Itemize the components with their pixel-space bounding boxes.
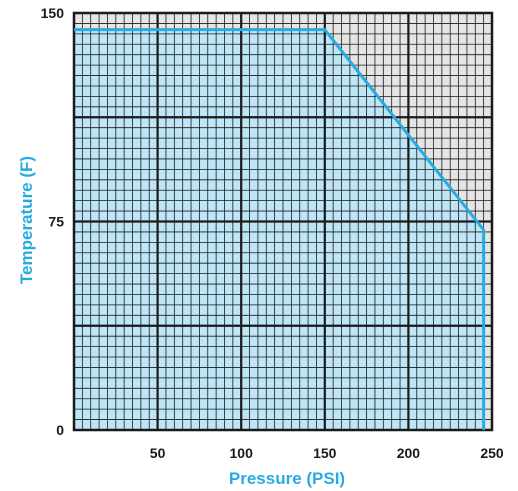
y-tick-label: 75	[48, 214, 64, 230]
y-axis-title: Temperature (F)	[17, 156, 36, 284]
x-tick-label: 150	[313, 445, 337, 461]
operating-limit-line	[74, 28, 486, 430]
x-tick-labels: 50 100 150 200 250	[150, 445, 504, 461]
x-tick-label: 50	[150, 445, 166, 461]
y-tick-labels: 0 75 150	[41, 5, 65, 438]
y-tick-label: 150	[41, 5, 65, 21]
x-tick-label: 250	[480, 445, 504, 461]
operating-range-area	[74, 29, 484, 431]
y-tick-label: 0	[56, 422, 64, 438]
x-axis-title: Pressure (PSI)	[229, 469, 345, 488]
x-tick-label: 100	[230, 445, 254, 461]
x-tick-label: 200	[397, 445, 421, 461]
major-grid	[74, 13, 492, 430]
plot-frame	[72, 11, 494, 432]
